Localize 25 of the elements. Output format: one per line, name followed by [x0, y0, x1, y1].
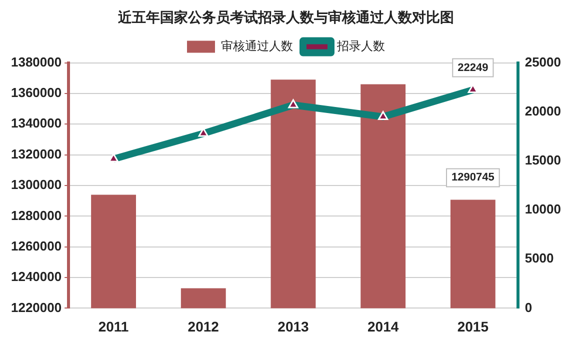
- y2-tick-label: 15000: [524, 152, 562, 168]
- y-tick-label: 1280000: [10, 208, 62, 223]
- y-tick-label: 1300000: [10, 177, 62, 192]
- y2-tick-label: 5000: [524, 250, 554, 266]
- y2-tick-label: 0: [524, 300, 532, 315]
- y-tick-label: 1220000: [10, 300, 62, 315]
- y-tick-label: 1340000: [10, 116, 62, 131]
- y-tick-label: 1240000: [10, 269, 62, 284]
- x-tick-label: 2015: [457, 318, 489, 334]
- x-tick-label: 2011: [98, 318, 129, 334]
- chart-title: 近五年国家公务员考试招录人数与审核通过人数对比图: [117, 9, 454, 26]
- y-tick-label: 1260000: [10, 238, 62, 254]
- y2-tick-label: 20000: [524, 103, 562, 118]
- legend-label: 审核通过人数: [221, 38, 293, 53]
- y2-tick-label: 25000: [524, 54, 562, 70]
- data-label: 22249: [458, 62, 488, 74]
- x-tick-label: 2014: [368, 318, 399, 334]
- data-label: 1290745: [452, 172, 494, 184]
- legend-label: 招录人数: [336, 38, 385, 53]
- x-tick-label: 2013: [278, 318, 310, 334]
- y-tick-label: 1320000: [10, 146, 62, 162]
- y-tick-label: 1360000: [10, 85, 62, 100]
- x-tick-label: 2012: [188, 318, 220, 334]
- y2-tick-label: 10000: [524, 202, 562, 217]
- y-tick-label: 1380000: [10, 54, 62, 70]
